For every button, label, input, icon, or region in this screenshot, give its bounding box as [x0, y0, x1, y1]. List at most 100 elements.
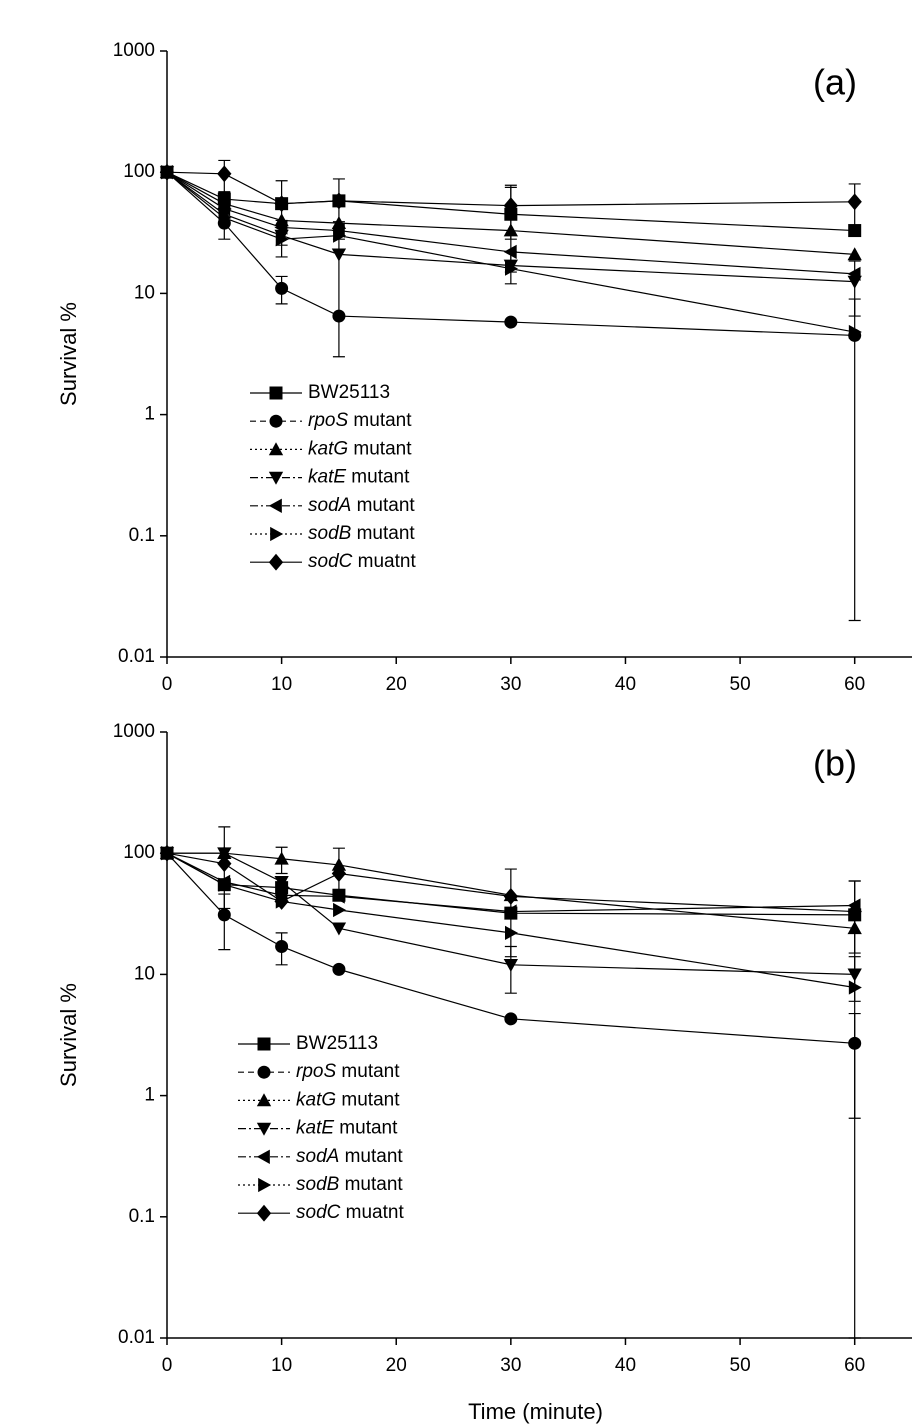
- error-bar: [504, 868, 517, 958]
- x-tick-label: 60: [844, 674, 865, 695]
- data-point: [847, 247, 862, 261]
- data-point: [218, 210, 232, 226]
- data-point: [504, 261, 518, 276]
- legend-marker: [270, 526, 284, 542]
- legend-label: sodB mutant: [296, 1174, 403, 1195]
- y-tick-label: 100: [123, 161, 155, 182]
- data-point: [275, 232, 289, 247]
- data-point: [847, 903, 862, 921]
- y-tick-label: 1000: [113, 721, 155, 742]
- series-line: [166, 171, 855, 207]
- panel-label: (a): [813, 62, 857, 103]
- x-tick-label: 20: [386, 1355, 407, 1376]
- data-point: [274, 892, 289, 910]
- legend-label: rpoS mutant: [296, 1061, 400, 1082]
- legend-label: sodC muatnt: [308, 551, 416, 572]
- data-point: [503, 958, 518, 972]
- data-point: [159, 163, 175, 181]
- x-tick-label: 40: [615, 674, 636, 695]
- legend-label-rest: muatnt: [340, 1202, 404, 1223]
- x-tick-label: 0: [162, 1355, 173, 1376]
- data-point: [503, 904, 517, 919]
- y-tick-label: 1: [144, 404, 155, 425]
- data-point: [504, 1012, 518, 1026]
- y-axis-label: Survival %: [56, 983, 81, 1087]
- data-point: [331, 922, 347, 936]
- data-point: [274, 220, 288, 235]
- y-tick-label: 10: [134, 282, 155, 303]
- legend-marker: [268, 498, 282, 513]
- series-line: [166, 171, 855, 283]
- legend-label-italic: rpoS: [308, 410, 348, 431]
- legend-label-rest: mutant: [334, 1118, 398, 1139]
- series-line: [166, 171, 855, 275]
- legend-marker: [269, 414, 283, 428]
- y-tick-label: 0.01: [118, 646, 155, 667]
- legend-label-rest: mutant: [336, 1089, 400, 1110]
- data-point: [331, 889, 345, 904]
- data-point: [274, 876, 289, 890]
- x-tick-label: 60: [844, 1355, 865, 1376]
- data-point: [218, 877, 232, 892]
- legend-marker: [256, 1093, 272, 1107]
- data-point: [217, 201, 231, 216]
- data-point: [217, 847, 232, 861]
- data-point: [275, 281, 289, 295]
- legend-label: rpoS mutant: [308, 410, 412, 431]
- axis-line: [166, 732, 912, 1339]
- legend-label-rest: mutant: [348, 410, 412, 431]
- x-tick-label: 50: [730, 1355, 751, 1376]
- legend-label-rest: mutant: [336, 1061, 400, 1082]
- data-point: [331, 192, 347, 210]
- legend-marker: [268, 442, 284, 456]
- data-point: [159, 844, 175, 862]
- data-point: [503, 887, 518, 905]
- error-bar: [848, 298, 861, 622]
- legend-label-rest: mutant: [351, 523, 415, 544]
- legend-label: BW25113: [308, 382, 390, 403]
- legend-label-italic: sodB: [308, 523, 352, 544]
- y-tick-label: 0.01: [118, 1327, 155, 1348]
- x-tick-label: 30: [500, 674, 521, 695]
- y-tick-label: 1: [144, 1085, 155, 1106]
- legend-label-italic: sodA: [308, 495, 351, 516]
- legend-label-rest: mutant: [348, 438, 412, 459]
- error-bar: [332, 221, 345, 358]
- data-point: [274, 851, 289, 865]
- series-line: [166, 852, 855, 989]
- y-tick-label: 10: [134, 963, 155, 984]
- legend-label-italic: katE: [308, 467, 346, 488]
- legend-label-rest: mutant: [339, 1146, 403, 1167]
- data-point: [332, 962, 346, 976]
- legend-label-italic: sodC: [308, 551, 353, 572]
- legend-label-italic: sodB: [296, 1174, 340, 1195]
- legend-marker: [256, 1149, 270, 1164]
- legend-label-rest: mutant: [339, 1174, 403, 1195]
- legend-label-rest: mutant: [346, 467, 410, 488]
- series-line: [166, 171, 855, 337]
- legend-label-rest: mutant: [351, 495, 415, 516]
- chart-panel: 0.01 0.1 1 10 100 1000 0 10 20 30 40 50 60 Survival %…: [56, 721, 912, 1424]
- x-tick-label: 0: [162, 674, 173, 695]
- data-point: [504, 925, 518, 941]
- x-tick-label: 10: [271, 674, 292, 695]
- series-line: [166, 852, 855, 913]
- legend-label-italic: katE: [296, 1118, 334, 1139]
- series-line: [166, 852, 855, 1044]
- data-point: [275, 939, 289, 953]
- y-axis-label: Survival %: [56, 302, 81, 406]
- legend-label: sodC muatnt: [296, 1202, 404, 1223]
- legend-label: katG mutant: [308, 438, 412, 459]
- legend-marker: [269, 386, 283, 400]
- legend-label: sodA mutant: [308, 495, 415, 516]
- legend-marker: [268, 553, 284, 571]
- legend-marker: [257, 1065, 271, 1079]
- y-tick-label: 0.1: [129, 525, 155, 546]
- data-point: [333, 902, 347, 918]
- legend-label: katE mutant: [296, 1118, 398, 1139]
- legend-label: katE mutant: [308, 467, 410, 488]
- data-point: [274, 195, 289, 213]
- data-point: [331, 857, 347, 871]
- data-point: [504, 315, 518, 329]
- chart-panel: 0.01 0.1 1 10 100 1000 0 10 20 30 40 50 60 Survival %…: [56, 40, 912, 695]
